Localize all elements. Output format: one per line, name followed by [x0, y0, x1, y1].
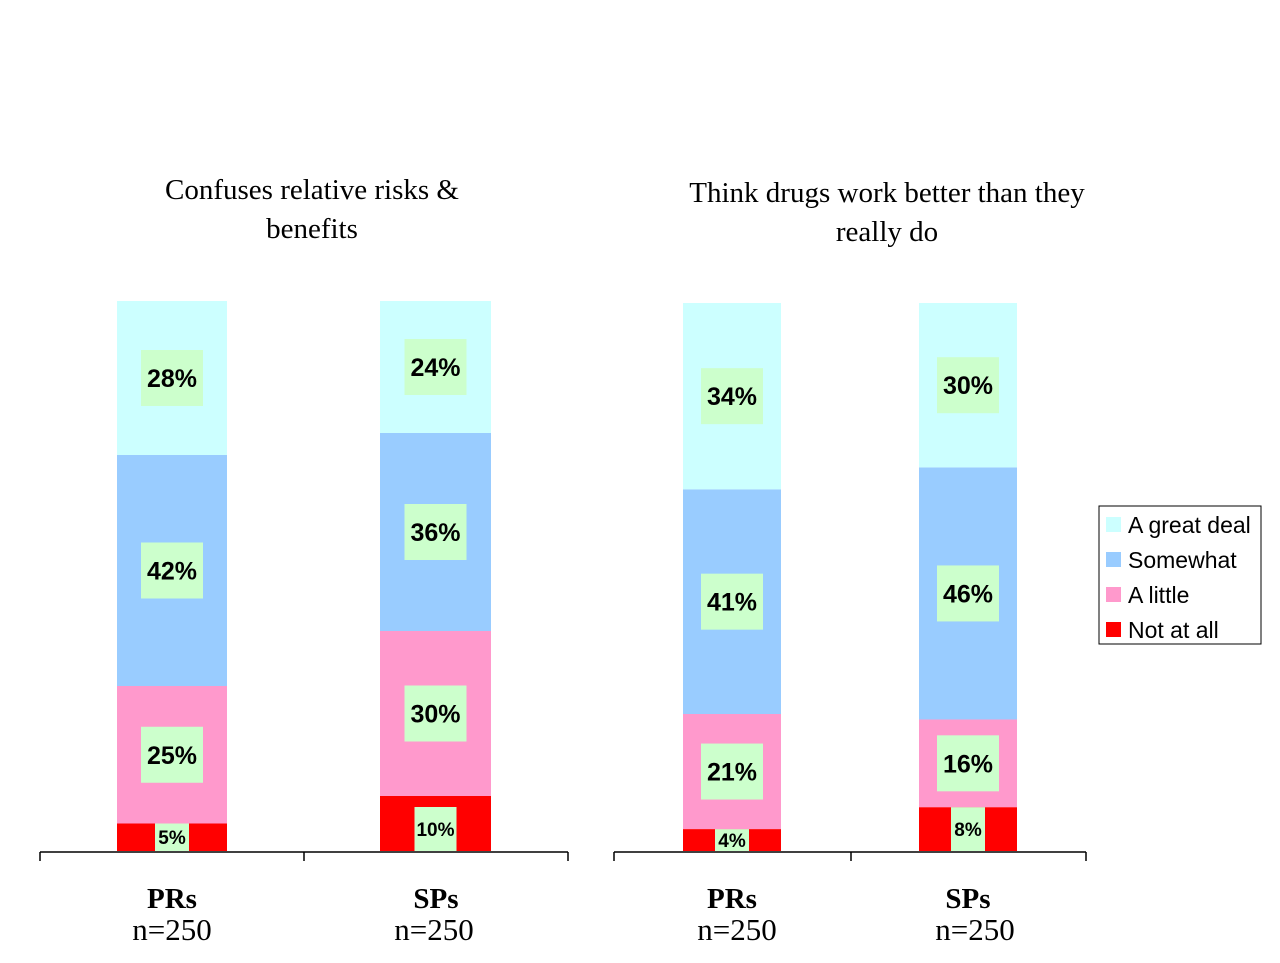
chart-1-data-label-sps-a-little: 30%: [410, 701, 460, 729]
chart-2-data-label-bg-sps-not-at-all: [951, 807, 985, 851]
chart-2-data-label-prs-a-little: 21%: [707, 759, 757, 787]
chart-1-category-sublabel-sps: n=250: [394, 912, 473, 947]
chart-2-data-label-sps-a-great-deal: 30%: [943, 372, 993, 400]
chart-1-title-line-1: Confuses relative risks &: [165, 174, 459, 206]
legend-swatch-not-at-all: [1106, 622, 1121, 637]
chart-2-data-label-sps-somewhat: 46%: [943, 580, 993, 608]
chart-1-data-label-bg-sps-a-little: [404, 685, 467, 742]
legend-label-somewhat: Somewhat: [1128, 547, 1237, 573]
chart-2-data-label-bg-prs-somewhat: [701, 573, 763, 630]
chart-1-title-line-2: benefits: [266, 213, 358, 245]
chart-1-data-label-sps-a-great-deal: 24%: [410, 354, 460, 382]
chart-1-data-label-prs-not-at-all: 5%: [158, 828, 186, 849]
chart-2-data-label-sps-a-little: 16%: [943, 750, 993, 778]
legend-swatch-a-great-deal: [1106, 517, 1121, 532]
chart-1-data-label-bg-sps-a-great-deal: [404, 339, 467, 395]
chart-2-data-label-bg-sps-a-great-deal: [937, 357, 999, 414]
chart-1-data-label-bg-prs-a-great-deal: [141, 350, 203, 406]
chart-2-data-label-bg-prs-a-little: [701, 743, 763, 800]
chart-2-title-line-2: really do: [836, 216, 938, 248]
chart-2-category-label-sps: SPs: [945, 883, 990, 915]
chart-2-data-label-bg-sps-a-little: [937, 735, 999, 792]
chart-2-data-label-bg-sps-somewhat: [937, 565, 999, 622]
chart-1-data-label-sps-somewhat: 36%: [410, 519, 460, 547]
chart-2-data-label-prs-not-at-all: 4%: [718, 831, 746, 852]
chart-1-data-label-bg-sps-not-at-all: [414, 807, 457, 851]
legend: A great deal Somewhat A little Not at al…: [1098, 505, 1262, 645]
bars-layer: 5% 25% 42% 28% 10% 30% 36% 24% 4% 21% 41% 34% 8% 16% 4…: [117, 301, 1017, 852]
chart-1-data-label-sps-not-at-all: 10%: [416, 820, 454, 841]
chart-1-category-label-prs: PRs: [147, 883, 197, 915]
chart-2-data-label-bg-prs-a-great-deal: [701, 368, 763, 425]
chart-1-data-label-bg-prs-not-at-all: [155, 823, 189, 851]
chart-1-data-label-bg-prs-a-little: [141, 726, 203, 783]
chart-1-category-label-sps: SPs: [413, 883, 458, 915]
chart-2-category-sublabel-prs: n=250: [697, 912, 776, 947]
chart-1-data-label-prs-a-little: 25%: [147, 742, 197, 770]
chart-1-category-sublabel-prs: n=250: [132, 912, 211, 947]
chart-1-data-label-prs-somewhat: 42%: [147, 558, 197, 586]
legend-box: [1098, 505, 1262, 645]
chart-1-data-label-bg-sps-somewhat: [404, 504, 467, 560]
chart-1-data-label-bg-prs-somewhat: [141, 542, 203, 599]
legend-swatch-a-little: [1106, 587, 1121, 602]
chart-2-data-label-bg-prs-not-at-all: [715, 829, 749, 851]
legend-label-a-great-deal: A great deal: [1128, 512, 1251, 538]
chart-2-category-sublabel-sps: n=250: [935, 912, 1014, 947]
axes-layer: [39, 851, 1087, 861]
legend-swatch-somewhat: [1106, 552, 1121, 567]
chart-1-data-label-prs-a-great-deal: 28%: [147, 365, 197, 393]
chart-2-title-line-1: Think drugs work better than they: [689, 177, 1085, 209]
chart-2-data-label-prs-somewhat: 41%: [707, 589, 757, 617]
chart-2-data-label-sps-not-at-all: 8%: [954, 820, 982, 841]
chart-2-category-label-prs: PRs: [707, 883, 757, 915]
chart-2-data-label-prs-a-great-deal: 34%: [707, 383, 757, 411]
legend-label-not-at-all: Not at all: [1128, 617, 1219, 643]
legend-label-a-little: A little: [1128, 582, 1189, 608]
